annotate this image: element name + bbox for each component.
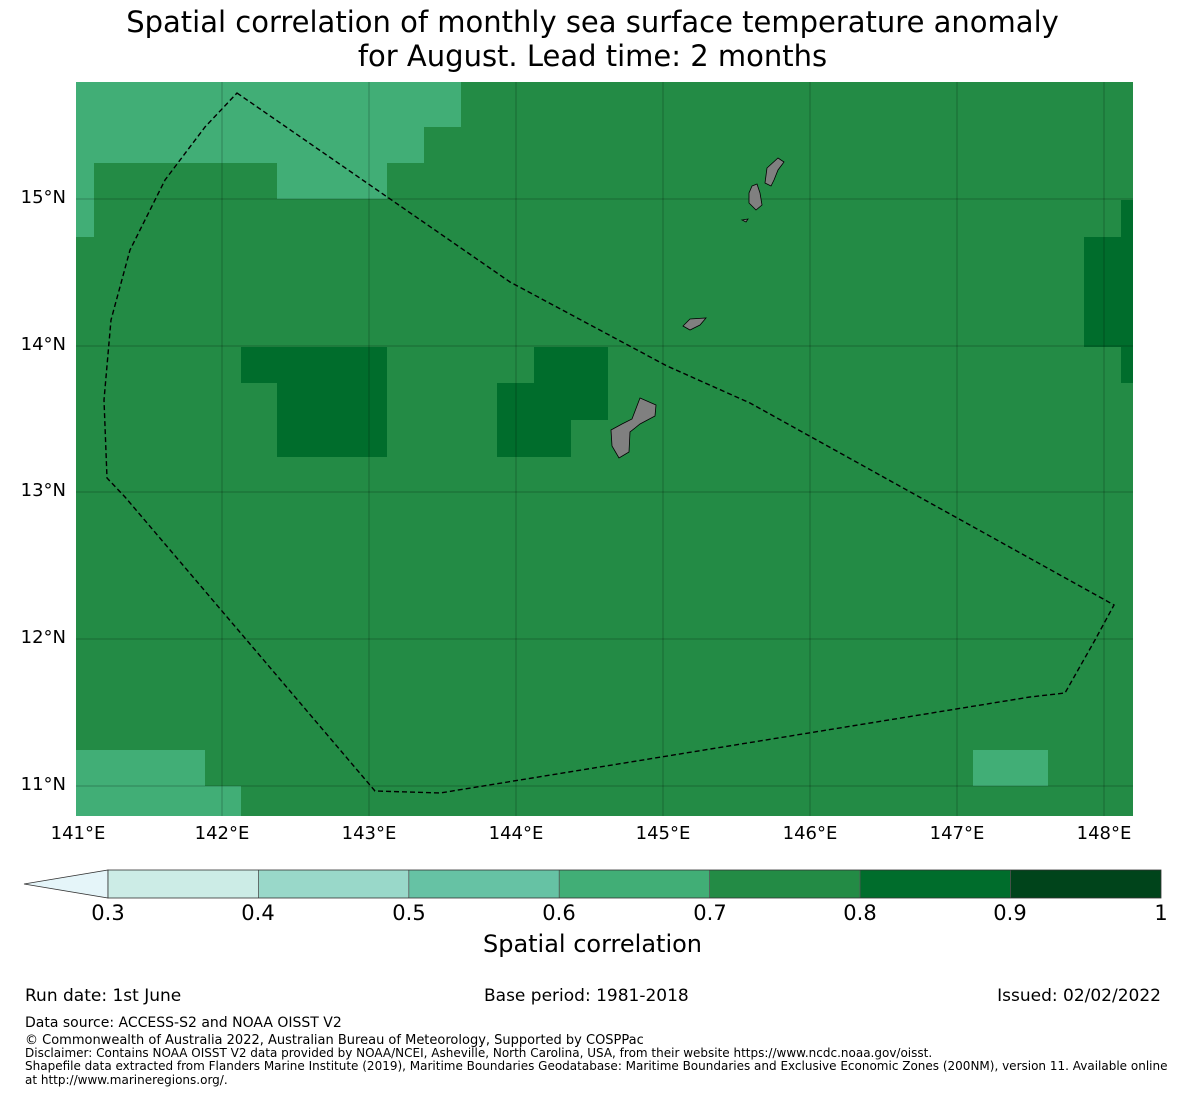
run-date-text: Run date: 1st June — [25, 986, 182, 1006]
lon-label-145e: 145°E — [635, 823, 691, 844]
colorbar-bin-0.4-0.5 — [258, 870, 409, 898]
lon-label-147e: 147°E — [929, 823, 985, 844]
disclaimer-text: Disclaimer: Contains NOAA OISST V2 data … — [25, 1046, 933, 1060]
lon-label-146e: 146°E — [782, 823, 838, 844]
land-masses — [610, 157, 785, 459]
correlation-field-base — [76, 82, 1133, 816]
tinian-island — [748, 183, 763, 211]
data-source-text: Data source: ACCESS-S2 and NOAA OISST V2 — [25, 1015, 342, 1031]
saipan-island — [764, 157, 785, 187]
colorbar-bin-0.8-0.9 — [860, 870, 1011, 898]
lon-label-143e: 143°E — [341, 823, 397, 844]
lon-label-142e: 142°E — [194, 823, 250, 844]
lat-label-11n: 11°N — [20, 774, 66, 795]
correlation-cells-0.8-0.9 — [241, 200, 1133, 457]
colorbar-bin-0.3-0.4 — [108, 870, 259, 898]
lat-label-13n: 13°N — [20, 480, 66, 501]
colorbar-bin-0.9-1 — [1010, 870, 1161, 898]
lat-label-12n: 12°N — [20, 627, 66, 648]
copyright-text: © Commonwealth of Australia 2022, Austra… — [25, 1033, 644, 1048]
colorbar-label: Spatial correlation — [482, 930, 703, 958]
lon-label-148e: 148°E — [1076, 823, 1132, 844]
lon-label-144e: 144°E — [488, 823, 544, 844]
issued-date-text: Issued: 02/02/2022 — [997, 986, 1161, 1006]
shapefile-credit-line-1: Shapefile data extracted from Flanders M… — [25, 1059, 1168, 1073]
colorbar-tick-label: 0.8 — [843, 901, 877, 925]
correlation-cells-0.6-0.7 — [76, 82, 1048, 816]
colorbar-tick-label: 0.5 — [392, 901, 426, 925]
lat-label-14n: 14°N — [20, 334, 66, 355]
guam-island — [610, 397, 657, 459]
eez-boundary-line — [103, 92, 1115, 794]
lat-label-15n: 15°N — [20, 187, 66, 208]
colorbar-tick-label: 0.6 — [542, 901, 576, 925]
colorbar-bin-0.7-0.8 — [709, 870, 860, 898]
chart-title-line-2: for August. Lead time: 2 months — [357, 39, 828, 73]
colorbar-bin-0.6-0.7 — [559, 870, 710, 898]
colorbar-tick-label: 0.3 — [91, 901, 125, 925]
colorbar-tick-label: 0.7 — [693, 901, 727, 925]
chart-title-line-1: Spatial correlation of monthly sea surfa… — [126, 5, 1059, 39]
colorbar-bin-0.5-0.6 — [408, 870, 560, 898]
base-period-text: Base period: 1981-2018 — [484, 986, 689, 1006]
colorbar-tick-label: 0.9 — [993, 901, 1027, 925]
colorbar-tick-label: 0.4 — [241, 901, 275, 925]
colorbar-extend-triangle — [23, 869, 109, 899]
colorbar — [23, 869, 1162, 899]
rota-island — [682, 317, 707, 331]
shapefile-credit-line-2: at http://www.marineregions.org/. — [25, 1073, 228, 1087]
map-gridlines — [76, 82, 1133, 816]
aguijan-island — [740, 218, 749, 223]
lon-label-141e: 141°E — [50, 823, 106, 844]
colorbar-tick-label: 1 — [1154, 901, 1168, 925]
